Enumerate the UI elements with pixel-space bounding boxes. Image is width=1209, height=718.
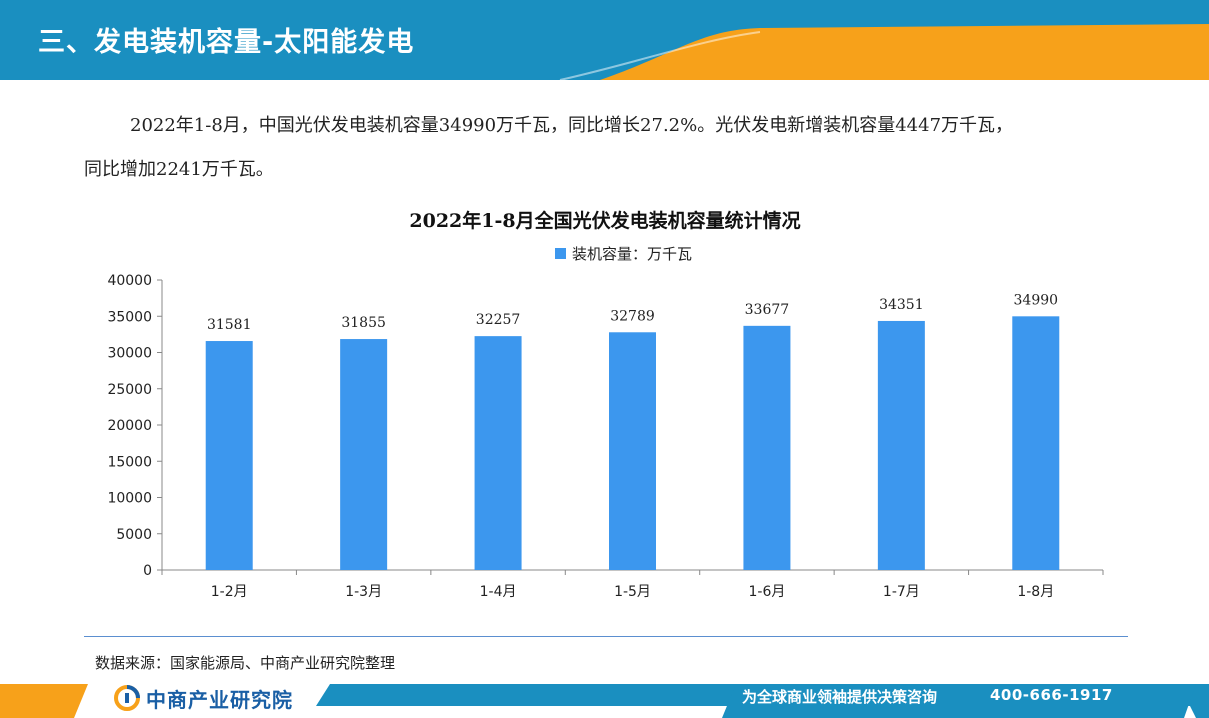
bar [743, 325, 791, 570]
footer-logo-text: 中商产业研究院 [146, 687, 293, 712]
x-tick-label: 1-6月 [748, 584, 785, 600]
data-label: 32257 [476, 312, 521, 328]
data-label: 34351 [879, 297, 924, 313]
header-banner: 三、发电装机容量-太阳能发电 [0, 0, 1209, 80]
footer-phone: 400-666-1917 [990, 686, 1113, 704]
summary-line-1: 2022年1-8月，中国光伏发电装机容量34990万千瓦，同比增长27.2%。光… [130, 115, 1014, 136]
page-title: 三、发电装机容量-太阳能发电 [38, 27, 415, 58]
x-tick-label: 1-4月 [480, 584, 517, 600]
legend-swatch [555, 247, 566, 259]
summary-paragraph: 2022年1-8月，中国光伏发电装机容量34990万千瓦，同比增长27.2%。光… [84, 104, 1144, 192]
y-tick-label: 0 [143, 563, 152, 579]
footer-bar [0, 682, 1209, 718]
y-tick-label: 15000 [107, 454, 152, 470]
bar [340, 339, 388, 570]
data-label: 32789 [610, 308, 655, 324]
bar [1012, 316, 1060, 570]
x-tick-label: 1-3月 [345, 584, 382, 600]
y-tick-label: 10000 [107, 491, 152, 507]
y-tick-label: 25000 [107, 382, 152, 398]
footer-background [0, 684, 1209, 718]
x-tick-label: 1-5月 [614, 584, 651, 600]
footer-slogan: 为全球商业领袖提供决策咨询 [742, 688, 938, 706]
data-source: 数据来源：国家能源局、中商产业研究院整理 [95, 654, 396, 672]
bar [205, 341, 253, 570]
legend-label: 装机容量：万千瓦 [572, 244, 693, 263]
summary-line-2: 同比增加2241万千瓦。 [84, 159, 274, 180]
y-tick-label: 30000 [107, 346, 152, 362]
y-tick-label: 20000 [107, 418, 152, 434]
chart-legend: 装机容量：万千瓦 [555, 243, 692, 263]
data-label: 31581 [207, 317, 252, 333]
bar-chart: 0 5000 10000 15000 20000 25000 30000 35000 40000… [107, 273, 1104, 600]
data-label: 34990 [1014, 292, 1059, 308]
y-tick-label: 5000 [116, 527, 152, 543]
bar [609, 332, 656, 570]
askci-logo-icon [114, 685, 140, 711]
x-tick-label: 1-2月 [211, 584, 248, 600]
x-tick-label: 1-7月 [883, 584, 920, 600]
y-tick-label: 35000 [107, 309, 152, 325]
data-label: 33677 [745, 302, 790, 318]
header-background [0, 0, 1209, 80]
source-divider [84, 636, 1128, 637]
bar [474, 336, 522, 570]
bar [877, 320, 925, 570]
y-tick-label: 40000 [107, 273, 152, 289]
data-label: 31855 [341, 315, 386, 331]
chart-title: 2022年1-8月全国光伏发电装机容量统计情况 [409, 210, 801, 232]
footer-logo: 中商产业研究院 [114, 685, 293, 712]
x-tick-label: 1-8月 [1017, 584, 1054, 600]
